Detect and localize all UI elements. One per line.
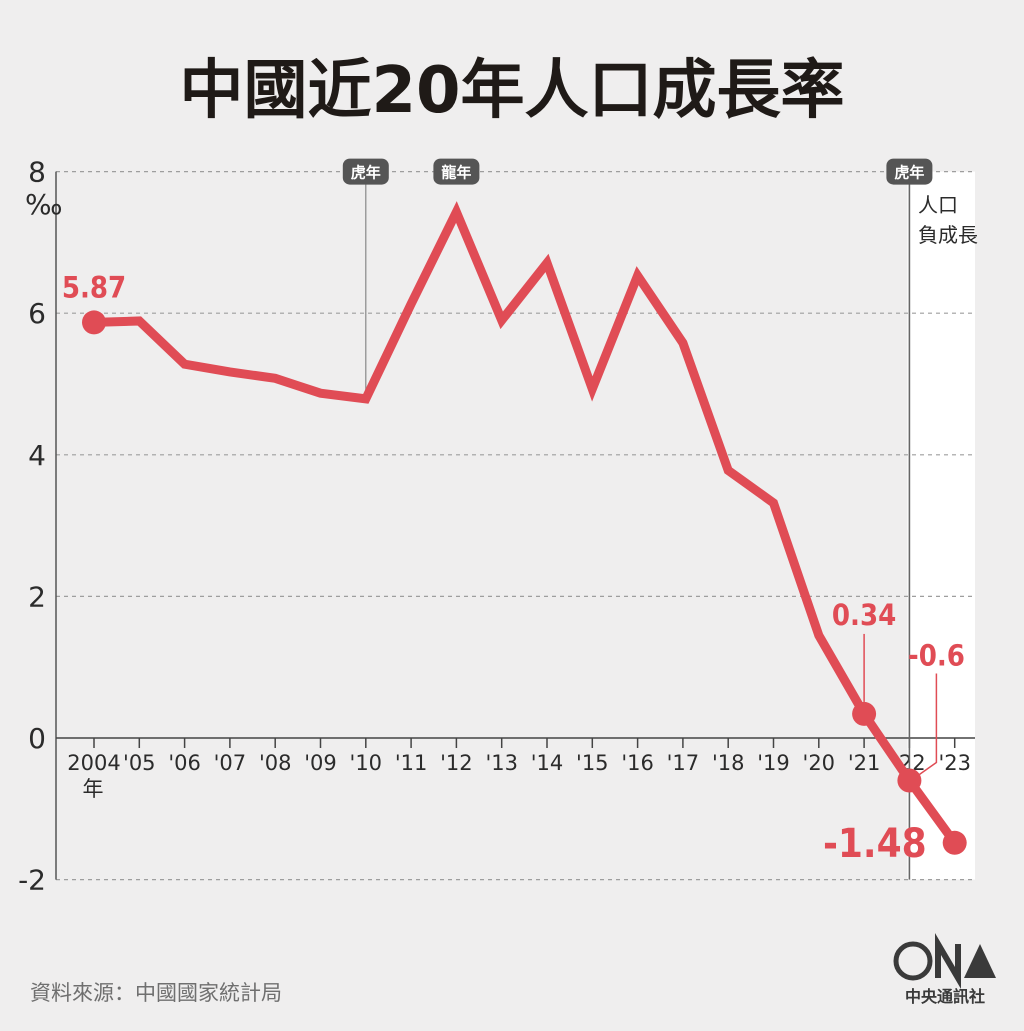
x-tick-label: '09 [304,751,337,775]
annotation-text: 龍年 [441,164,471,182]
y-tick-label: -2 [18,864,46,897]
x-tick-label: '12 [440,751,473,775]
y-tick-label: 8 [28,156,46,189]
x-tick-label: '16 [621,751,654,775]
series-group [93,201,959,846]
x-tick-label: 2004 [67,751,120,775]
y-tick-label: 6 [28,297,46,330]
y-tick-label: 2 [28,580,46,613]
logo-n-icon [935,932,961,990]
y-unit-label: ‰ [25,188,63,221]
logo-a-icon [964,944,996,978]
data-label: -0.6 [908,638,965,672]
data-point [852,701,877,726]
annotation-tag [342,158,389,185]
data-label: 0.34 [832,598,896,632]
negative-zone-label-line2: 負成長 [918,223,978,247]
x-tick-label: '06 [168,751,201,775]
x-tick-label: '13 [485,751,518,775]
x-year-suffix: 年 [83,777,104,801]
annotations: 虎年 龍年 虎年 [342,158,933,880]
cna-logo: 中央通訊社 [893,932,996,1006]
source-note: 資料來源：中國國家統計局 [30,981,282,1005]
grid-lines [56,171,975,881]
x-tick-label: '17 [667,751,700,775]
data-label: -1.48 [823,821,927,867]
globe-icon [893,941,933,981]
annotation-text: 虎年 [351,164,381,182]
x-tick-label: '14 [531,751,564,775]
data-point [942,830,967,855]
x-tick-label: '23 [938,751,971,775]
x-tick-label: '18 [712,751,745,775]
data-point [82,310,106,335]
annotation-tag [433,158,480,185]
x-tick-label: '21 [848,751,881,775]
annotation-text: 虎年 [894,164,924,182]
y-tick-label: 0 [28,722,46,755]
x-tick-label: '05 [123,751,156,775]
logo-text: 中央通訊社 [905,987,985,1006]
data-label-leader [918,673,938,776]
x-tick-label: '10 [350,751,383,775]
axes: -2 0 2 4 6 8 2004'05 '06 '07 '08 '09 '10 '11 '12 '13 '1… [18,156,975,897]
x-tick-label: '19 [757,751,790,775]
data-label: 5.87 [62,270,126,304]
y-tick-label: 4 [28,439,46,472]
x-tick-label: '15 [576,751,609,775]
negative-zone-label-line1: 人口 [918,193,958,217]
data-point [897,768,922,793]
series-line [93,201,959,846]
x-tick-label: '11 [395,751,428,775]
x-tick-label: '07 [214,751,247,775]
negative-growth-zone [907,171,975,880]
data-labels: 5.87 0.34 -0.6 -1.48 [62,270,967,867]
x-tick-label: '08 [259,751,292,775]
x-tick-label: '20 [803,751,836,775]
chart-title: 中國近20年人口成長率 [179,54,844,128]
annotation-tag [886,158,933,185]
